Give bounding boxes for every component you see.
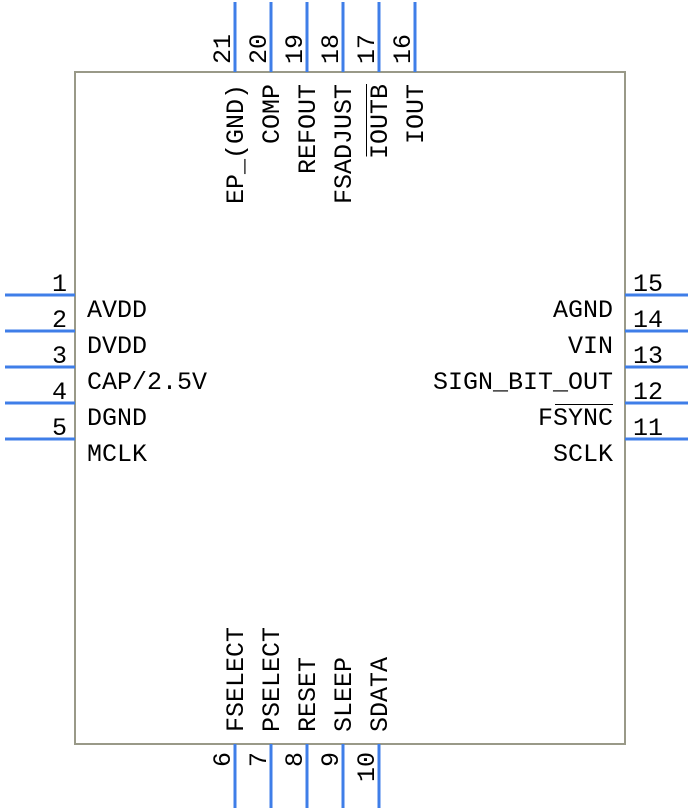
top-pin-17: 17 IOUTB — [353, 2, 395, 159]
pin-label: PSELECT — [258, 627, 287, 732]
pin-number: 10 — [353, 752, 382, 782]
pin-number: 5 — [52, 414, 67, 443]
pin-label: CAP/2.5V — [87, 368, 207, 397]
pin-number: 3 — [52, 342, 67, 371]
pin-label: FSELECT — [222, 627, 251, 732]
pin-number: 19 — [281, 34, 310, 64]
pin-label: IOUT — [402, 84, 431, 144]
bottom-pin-10: 10 SDATA — [353, 657, 395, 808]
pin-label: VIN — [568, 332, 613, 361]
pin-number: 6 — [209, 752, 238, 767]
pin-number: 8 — [281, 752, 310, 767]
pin-number: 14 — [633, 306, 663, 335]
top-pin-16: 16 IOUT — [389, 2, 431, 144]
bottom-pin-7: 7 PSELECT — [245, 627, 287, 808]
pin-label: SIGN_BIT_OUT — [433, 368, 613, 397]
pin-label: MCLK — [87, 440, 147, 469]
pin-number: 15 — [633, 270, 663, 299]
bottom-pin-8: 8 RESET — [281, 657, 323, 808]
pin-number: 4 — [52, 378, 67, 407]
pin-number: 2 — [52, 306, 67, 335]
left-pin-1: 1 AVDD — [5, 270, 147, 325]
pin-label: SDATA — [366, 657, 395, 732]
top-pin-21: 21 EP_(GND) — [209, 2, 251, 204]
pin-label: COMP — [258, 84, 287, 144]
pin-label: RESET — [294, 657, 323, 732]
pin-number: 16 — [389, 34, 418, 64]
bottom-pin-9: 9 SLEEP — [317, 657, 359, 808]
pin-number: 18 — [317, 34, 346, 64]
pin-label: AVDD — [87, 296, 147, 325]
pin-number: 7 — [245, 752, 274, 767]
pin-label: DGND — [87, 404, 147, 433]
pin-number: 17 — [353, 34, 382, 64]
pin-label: FSYNC — [538, 404, 613, 433]
top-pin-20: 20 COMP — [245, 2, 287, 144]
pin-label: IOUTB — [366, 84, 395, 159]
pin-label: SCLK — [553, 440, 613, 469]
pin-label: AGND — [553, 296, 613, 325]
pin-number: 20 — [245, 34, 274, 64]
pin-number: 1 — [52, 270, 67, 299]
pin-label: SLEEP — [330, 657, 359, 732]
pin-number: 9 — [317, 752, 346, 767]
bottom-pin-6: 6 FSELECT — [209, 627, 251, 808]
pin-label: EP_(GND) — [222, 84, 251, 204]
pin-label: REFOUT — [294, 84, 323, 174]
pin-label: DVDD — [87, 332, 147, 361]
pin-number: 21 — [209, 34, 238, 64]
top-pin-19: 19 REFOUT — [281, 2, 323, 174]
pin-number: 13 — [633, 342, 663, 371]
pin-number: 12 — [633, 378, 663, 407]
top-pin-18: 18 FSADJUST — [317, 2, 359, 204]
pin-label: FSADJUST — [330, 84, 359, 204]
pin-number: 11 — [633, 414, 663, 443]
right-pin-15: 15 AGND — [553, 270, 688, 325]
